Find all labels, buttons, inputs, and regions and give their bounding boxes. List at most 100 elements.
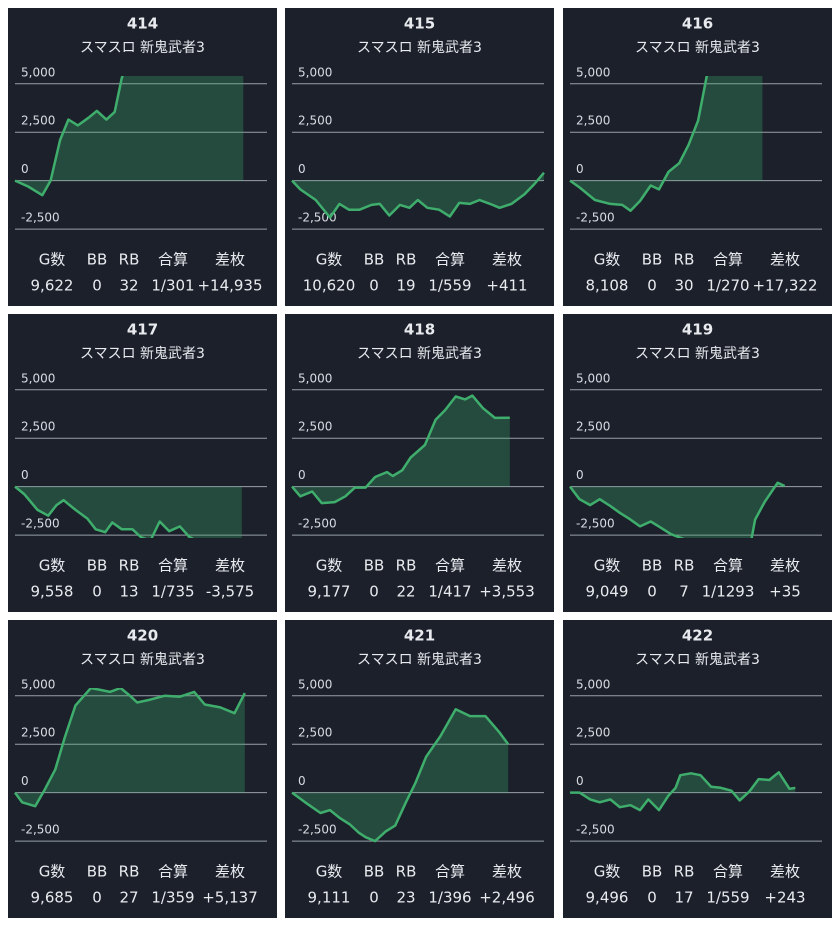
stat-value: 9,177 bbox=[308, 583, 351, 601]
machine-panel: 422 スマスロ 新鬼武者3 5,000 2,500 0 -2,500 G数 9,496 BB 0… bbox=[563, 620, 832, 918]
stat-label: 合算 bbox=[158, 557, 188, 575]
y-tick-label: 5,000 bbox=[298, 677, 332, 691]
machine-number: 421 bbox=[404, 627, 435, 645]
stat-label: BB bbox=[87, 557, 108, 575]
stat-label: RB bbox=[119, 557, 140, 575]
line bbox=[14, 76, 124, 197]
panel-bg bbox=[285, 620, 554, 918]
stat-value: +14,935 bbox=[197, 277, 262, 295]
y-tick-label: 5,000 bbox=[576, 677, 610, 691]
machine-panel: 419 スマスロ 新鬼武者3 5,000 2,500 0 -2,500 G数 9,049 BB 0… bbox=[563, 314, 832, 612]
stat-value: +411 bbox=[486, 277, 527, 295]
stat-label: G数 bbox=[594, 251, 621, 269]
machine-panel: 414 スマスロ 新鬼武者3 5,000 2,500 0 -2,500 G数 9,622 BB 0… bbox=[8, 8, 277, 306]
y-tick-label: 5,000 bbox=[576, 65, 610, 79]
stat-value: 10,620 bbox=[303, 277, 356, 295]
stat-value: 32 bbox=[119, 277, 138, 295]
stat-label: 差枚 bbox=[770, 557, 800, 575]
stat-value: +35 bbox=[769, 583, 801, 601]
y-tick-label: 2,500 bbox=[576, 420, 610, 434]
stat-value: 1/359 bbox=[151, 889, 194, 907]
machine-number: 422 bbox=[682, 627, 713, 645]
y-tick-label: -2,500 bbox=[21, 517, 60, 531]
y-tick-label: 0 bbox=[21, 774, 29, 788]
stat-value: 0 bbox=[92, 889, 102, 907]
area bbox=[15, 76, 244, 196]
machine-number: 414 bbox=[127, 15, 158, 33]
stat-value: 9,111 bbox=[308, 889, 351, 907]
stat-value: 0 bbox=[647, 889, 657, 907]
stat-label: 差枚 bbox=[215, 557, 245, 575]
stat-value: +243 bbox=[764, 889, 805, 907]
stat-label: 合算 bbox=[713, 251, 743, 269]
line bbox=[291, 394, 510, 505]
y-tick-label: 2,500 bbox=[21, 420, 55, 434]
machine-name: スマスロ 新鬼武者3 bbox=[80, 346, 205, 362]
stat-label: RB bbox=[119, 251, 140, 269]
machine-number: 420 bbox=[127, 627, 158, 645]
stat-value: 1/417 bbox=[428, 583, 471, 601]
area bbox=[292, 709, 509, 842]
stat-value: 1/735 bbox=[151, 583, 194, 601]
stat-label: 合算 bbox=[713, 557, 743, 575]
stat-label: G数 bbox=[316, 863, 343, 881]
y-tick-label: 5,000 bbox=[21, 371, 55, 385]
stat-value: 0 bbox=[92, 583, 102, 601]
machine-number: 416 bbox=[682, 15, 713, 33]
stat-value: -3,575 bbox=[206, 583, 254, 601]
line bbox=[569, 481, 786, 538]
stat-label: RB bbox=[674, 863, 695, 881]
stat-value: 0 bbox=[369, 889, 379, 907]
stat-value: +2,496 bbox=[479, 889, 535, 907]
stat-value: 1/301 bbox=[151, 277, 194, 295]
stat-label: RB bbox=[396, 863, 417, 881]
stat-label: BB bbox=[642, 863, 663, 881]
machine-name: スマスロ 新鬼武者3 bbox=[80, 40, 205, 56]
panel-bg bbox=[563, 8, 832, 306]
machine-number: 417 bbox=[127, 321, 158, 339]
stat-value: +3,553 bbox=[479, 583, 535, 601]
stat-label: RB bbox=[674, 251, 695, 269]
panel-bg bbox=[285, 8, 554, 306]
stat-label: BB bbox=[364, 863, 385, 881]
stat-label: 合算 bbox=[158, 863, 188, 881]
stat-label: G数 bbox=[316, 251, 343, 269]
stat-label: BB bbox=[642, 251, 663, 269]
stat-value: 0 bbox=[647, 277, 657, 295]
stat-label: G数 bbox=[39, 251, 66, 269]
stat-value: 9,496 bbox=[586, 889, 629, 907]
stat-label: 差枚 bbox=[770, 863, 800, 881]
stat-value: 0 bbox=[369, 277, 379, 295]
line bbox=[291, 171, 545, 219]
stat-label: 合算 bbox=[158, 251, 188, 269]
machine-name: スマスロ 新鬼武者3 bbox=[357, 40, 482, 56]
line bbox=[14, 485, 195, 538]
stat-value: 9,685 bbox=[31, 889, 74, 907]
y-tick-label: 2,500 bbox=[21, 726, 55, 740]
stat-value: 23 bbox=[396, 889, 415, 907]
stat-value: 0 bbox=[369, 583, 379, 601]
y-tick-label: -2,500 bbox=[298, 517, 337, 531]
area bbox=[15, 486, 242, 538]
stat-label: 差枚 bbox=[492, 863, 522, 881]
stat-label: 差枚 bbox=[492, 557, 522, 575]
y-tick-label: -2,500 bbox=[21, 211, 60, 225]
stat-label: 差枚 bbox=[770, 251, 800, 269]
area bbox=[292, 395, 510, 504]
machine-number: 415 bbox=[404, 15, 435, 33]
y-tick-label: 2,500 bbox=[576, 726, 610, 740]
machine-name: スマスロ 新鬼武者3 bbox=[80, 652, 205, 668]
stat-value: 7 bbox=[679, 583, 689, 601]
area bbox=[570, 772, 796, 811]
stat-label: G数 bbox=[39, 557, 66, 575]
stat-label: BB bbox=[87, 251, 108, 269]
y-tick-label: 2,500 bbox=[298, 420, 332, 434]
y-tick-label: -2,500 bbox=[576, 823, 615, 837]
stat-value: 22 bbox=[396, 583, 415, 601]
stat-value: 8,108 bbox=[586, 277, 629, 295]
stat-label: RB bbox=[396, 251, 417, 269]
line bbox=[570, 771, 796, 812]
stat-value: 1/270 bbox=[706, 277, 749, 295]
stat-label: BB bbox=[642, 557, 663, 575]
